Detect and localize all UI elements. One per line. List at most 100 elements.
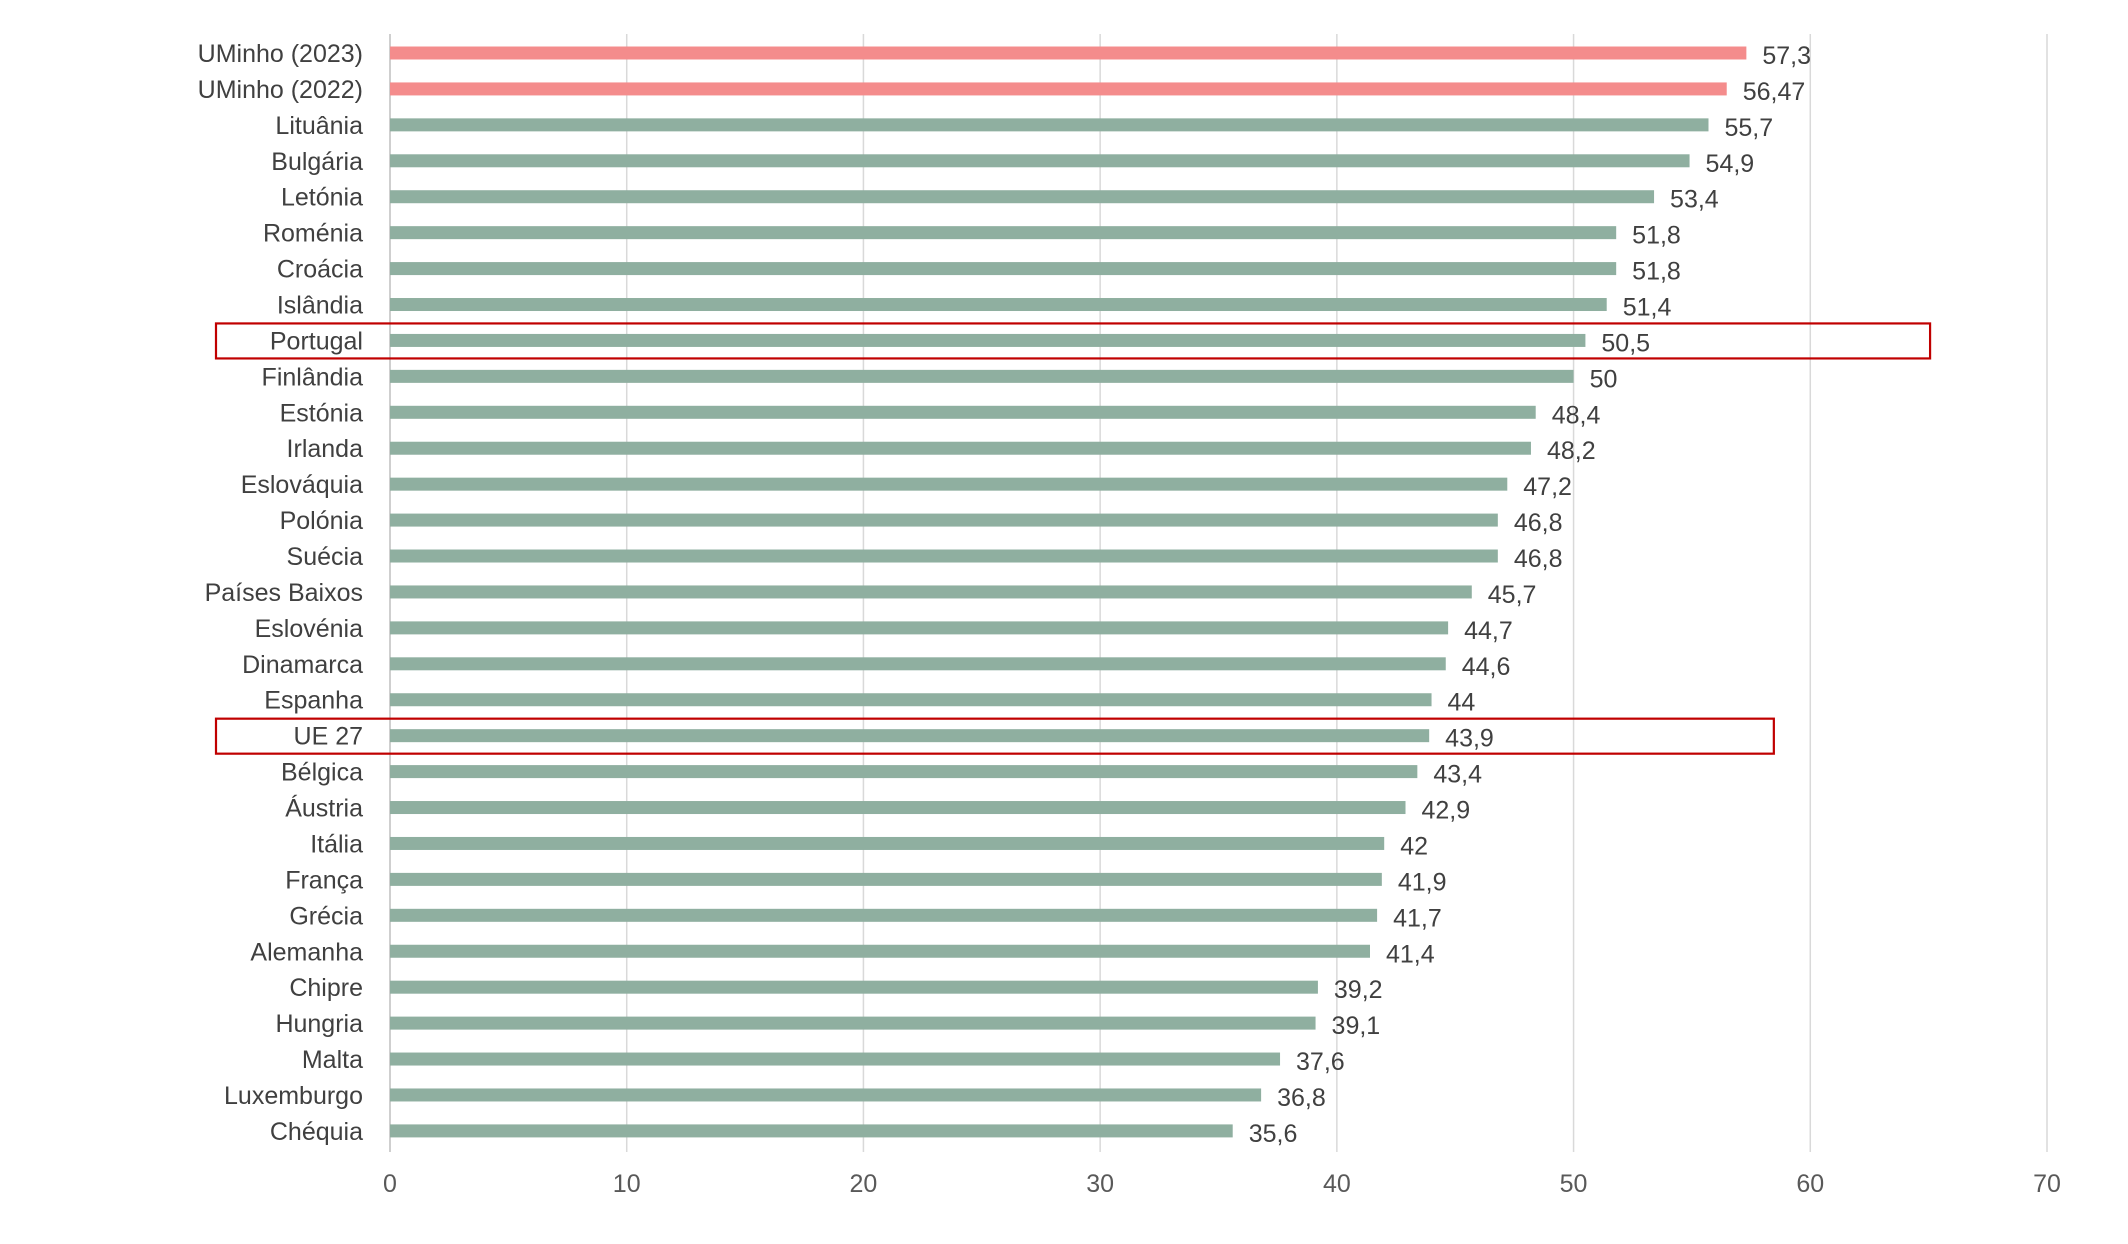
bar (390, 1052, 1281, 1066)
category-label: Roménia (263, 220, 363, 248)
bar (390, 1124, 1233, 1138)
data-label: 43,4 (1433, 761, 1482, 789)
bar (390, 908, 1378, 922)
bars (390, 46, 1747, 1138)
category-label: Itália (310, 830, 363, 858)
value-labels: 57,3 56,47 55,7 54,9 53,4 51,8 51,8 51,4 50,5 50 4… (1249, 42, 1811, 1148)
category-label: Bulgária (271, 148, 363, 176)
data-label: 48,4 (1552, 401, 1601, 429)
data-label: 50,5 (1601, 329, 1650, 357)
bar (390, 657, 1446, 671)
bar (390, 190, 1655, 204)
category-label: UMinho (2023) (198, 40, 363, 68)
bar (390, 801, 1406, 815)
data-label: 42 (1400, 832, 1428, 860)
category-label: Grécia (289, 902, 363, 930)
bar (390, 765, 1418, 779)
category-label: Finlândia (262, 363, 364, 391)
category-label: Suécia (287, 543, 364, 571)
bar (390, 729, 1430, 743)
category-label: Croácia (277, 256, 363, 284)
bar (390, 513, 1498, 527)
category-labels: UMinho (2023) UMinho (2022) Lituânia Bulgár… (198, 40, 363, 1146)
bar (390, 333, 1586, 347)
data-label: 56,47 (1743, 78, 1806, 106)
category-label: Letónia (281, 184, 363, 212)
data-label: 41,9 (1398, 868, 1447, 896)
category-label: UMinho (2022) (198, 76, 363, 104)
data-label: 41,7 (1393, 904, 1442, 932)
bar (390, 980, 1318, 994)
category-label: Eslováquia (241, 471, 363, 499)
highlight-boxes (214, 322, 1932, 755)
data-label: 44 (1448, 689, 1476, 717)
data-label: 41,4 (1386, 940, 1435, 968)
category-label: Dinamarca (242, 651, 363, 679)
bar (390, 872, 1382, 886)
data-label: 51,8 (1632, 222, 1681, 250)
bar (390, 549, 1498, 563)
category-label: Estónia (280, 399, 363, 427)
category-label: Países Baixos (205, 579, 363, 607)
category-label: Chipre (289, 974, 363, 1002)
category-label: Malta (302, 1046, 363, 1074)
highlight-box (214, 717, 1775, 755)
bar (390, 262, 1617, 276)
x-tick-label: 50 (1560, 1170, 1588, 1198)
bar (390, 298, 1607, 312)
category-label: Lituânia (275, 112, 363, 140)
category-label: Alemanha (250, 938, 363, 966)
category-label: Portugal (270, 327, 363, 355)
data-label: 50 (1590, 365, 1618, 393)
data-label: 46,8 (1514, 545, 1563, 573)
data-label: 39,1 (1332, 1012, 1381, 1040)
category-label: Eslovénia (255, 615, 363, 643)
x-axis-ticks: 0 10 20 30 40 50 60 70 (383, 1170, 2061, 1198)
x-tick-label: 40 (1323, 1170, 1351, 1198)
bar (390, 836, 1385, 850)
bar (390, 154, 1690, 168)
category-label: Irlanda (287, 435, 364, 463)
category-label: Islândia (277, 292, 363, 320)
data-label: 36,8 (1277, 1084, 1326, 1112)
bar (390, 585, 1472, 599)
data-label: 44,6 (1462, 653, 1511, 681)
x-tick-label: 70 (2033, 1170, 2061, 1198)
category-label: Áustria (285, 794, 363, 823)
category-label: França (285, 866, 363, 894)
data-label: 53,4 (1670, 186, 1719, 214)
x-tick-label: 20 (850, 1170, 878, 1198)
data-label: 48,2 (1547, 437, 1596, 465)
category-label: UE 27 (294, 723, 363, 751)
data-label: 51,8 (1632, 258, 1681, 286)
category-label: Luxemburgo (224, 1082, 363, 1110)
bar (390, 82, 1727, 96)
bar (390, 944, 1370, 958)
data-label: 54,9 (1706, 150, 1755, 178)
data-label: 51,4 (1623, 294, 1672, 322)
bar (390, 621, 1449, 635)
data-label: 47,2 (1523, 473, 1572, 501)
data-label: 55,7 (1724, 114, 1773, 142)
x-tick-label: 30 (1086, 1170, 1114, 1198)
bar (390, 369, 1574, 383)
highlight-box (214, 322, 1932, 360)
category-label: Polónia (280, 507, 363, 535)
category-label: Espanha (264, 687, 363, 715)
category-label: Hungria (275, 1010, 363, 1038)
data-label: 44,7 (1464, 617, 1513, 645)
data-label: 35,6 (1249, 1120, 1298, 1148)
x-tick-label: 10 (613, 1170, 641, 1198)
data-label: 43,9 (1445, 725, 1494, 753)
bar (390, 226, 1617, 240)
data-label: 46,8 (1514, 509, 1563, 537)
bar (390, 46, 1747, 60)
bar (390, 118, 1709, 132)
bar (390, 441, 1531, 455)
x-tick-label: 0 (383, 1170, 397, 1198)
bar (390, 1088, 1262, 1102)
bar (390, 693, 1432, 707)
bar (390, 405, 1536, 419)
x-tick-label: 60 (1796, 1170, 1824, 1198)
